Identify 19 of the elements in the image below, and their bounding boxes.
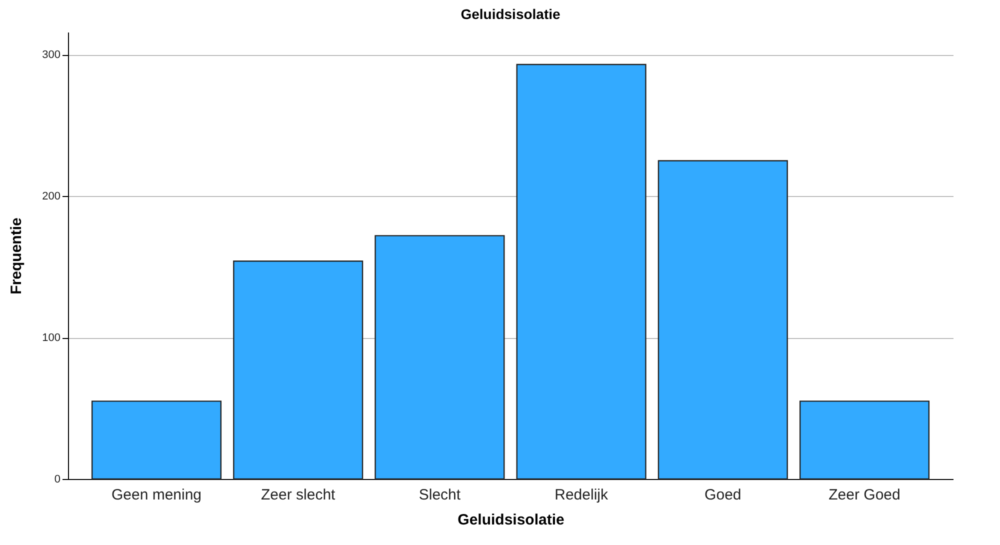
bar (91, 400, 222, 480)
x-tick-label: Goed (704, 486, 742, 504)
x-tick-label: Zeer slecht (261, 486, 336, 504)
bar (516, 64, 646, 480)
y-tick-label: 200 (42, 190, 60, 203)
bar (233, 260, 364, 480)
bar (799, 400, 930, 480)
y-tick-label: 300 (42, 49, 60, 62)
bar (658, 160, 788, 480)
y-axis-title: Frequentie (8, 218, 26, 294)
y-tick-label: 0 (54, 474, 60, 486)
x-axis-title: Geluidsisolatie (458, 512, 564, 528)
x-tick-label: Geen mening (111, 486, 202, 504)
bar (374, 235, 505, 480)
x-tick-label: Zeer Goed (828, 486, 900, 504)
y-tick-label: 100 (42, 332, 60, 344)
chart-title: Geluidsisolatie (460, 6, 561, 22)
x-tick-label: Redelijk (554, 486, 608, 504)
x-tick-label: Slecht (418, 486, 462, 504)
